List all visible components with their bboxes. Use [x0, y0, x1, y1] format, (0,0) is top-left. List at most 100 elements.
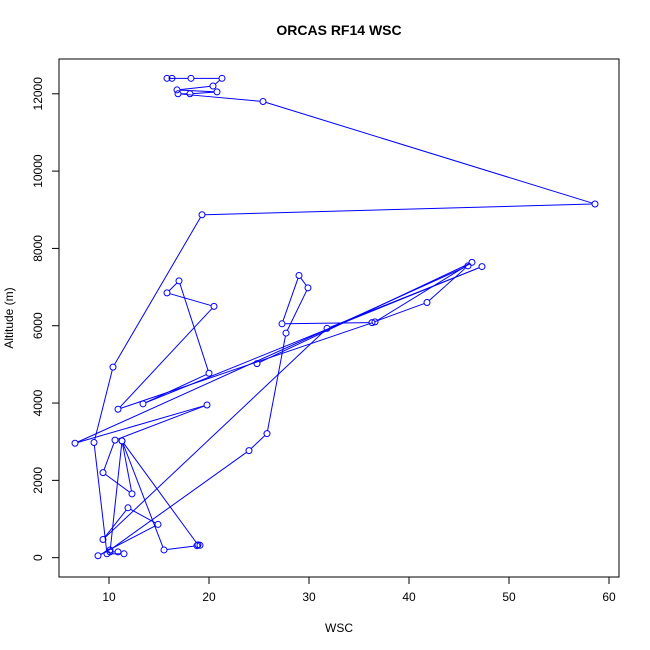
data-point — [187, 74, 195, 82]
series-segment — [192, 91, 215, 95]
data-point — [371, 318, 379, 326]
series-segment — [105, 473, 130, 493]
chart-title: ORCAS RF14 WSC — [276, 22, 401, 38]
data-point — [478, 263, 486, 271]
series-segment — [259, 263, 470, 363]
x-tick-label: 20 — [202, 590, 216, 604]
series-layer — [71, 74, 599, 560]
series-segment — [179, 85, 211, 91]
data-point — [174, 90, 182, 98]
series-segment — [112, 451, 247, 549]
data-point — [209, 82, 217, 90]
data-point — [160, 546, 168, 554]
series-segment — [117, 405, 205, 440]
y-axis-label: Altitude (m) — [2, 287, 16, 348]
data-point — [154, 520, 162, 528]
series-segment — [204, 203, 593, 216]
series-segment — [145, 374, 207, 404]
series-segment — [123, 443, 197, 543]
series-segment — [284, 322, 370, 325]
data-point — [118, 437, 126, 445]
series-segment — [169, 293, 212, 307]
series-segment — [94, 369, 113, 440]
data-point — [253, 360, 261, 368]
data-point — [203, 401, 211, 409]
y-axis: 0 2000 4000 6000 8000 10000 12000 — [31, 77, 60, 561]
series-segment — [265, 101, 593, 204]
data-point — [114, 405, 122, 413]
series-segment — [100, 525, 156, 555]
data-point — [213, 88, 221, 96]
data-point — [304, 284, 312, 292]
series-segment — [377, 263, 470, 321]
series-segment — [179, 283, 209, 371]
series-segment — [214, 79, 221, 85]
series-segment — [168, 282, 178, 292]
data-point — [263, 430, 271, 438]
x-axis-label: WSC — [325, 621, 353, 635]
y-tick-label: 2000 — [31, 467, 45, 494]
data-point — [198, 211, 206, 219]
data-point — [591, 200, 599, 208]
data-point — [205, 369, 213, 377]
series-segment — [179, 89, 215, 93]
series-segment — [77, 405, 205, 443]
series-segment — [130, 508, 156, 524]
data-point — [168, 74, 176, 82]
y-tick-label: 10000 — [31, 154, 45, 188]
series-segment — [250, 435, 266, 449]
y-tick-label: 4000 — [31, 389, 45, 416]
series-segment — [104, 330, 326, 538]
data-point — [111, 436, 119, 444]
data-point — [218, 74, 226, 82]
data-point — [71, 439, 79, 447]
data-point — [423, 299, 431, 307]
plot-frame — [58, 58, 620, 578]
series-segment — [180, 93, 261, 102]
x-tick-label: 40 — [402, 590, 416, 604]
series-segment — [286, 290, 308, 331]
series-segment — [103, 442, 115, 470]
data-point — [468, 258, 476, 266]
data-point — [173, 86, 181, 94]
data-point — [90, 438, 98, 446]
series-segment — [109, 443, 123, 549]
data-point — [186, 90, 194, 98]
series-segment — [122, 443, 132, 492]
data-point — [295, 271, 303, 279]
data-point — [175, 277, 183, 285]
series-segment — [145, 267, 480, 404]
series-segment — [120, 322, 373, 409]
series-segment — [119, 308, 213, 408]
data-point — [278, 320, 286, 328]
data-point — [259, 98, 267, 106]
x-tick-label: 60 — [602, 590, 616, 604]
data-point — [99, 469, 107, 477]
data-point — [323, 324, 331, 332]
data-point — [128, 490, 136, 498]
data-point — [106, 546, 114, 554]
data-point — [163, 289, 171, 297]
data-point — [464, 262, 472, 270]
series-segment — [122, 443, 164, 548]
data-point — [193, 542, 201, 550]
series-segment — [93, 445, 108, 551]
data-point — [106, 548, 114, 556]
series-segment — [300, 277, 307, 286]
x-tick-label: 10 — [102, 590, 116, 604]
data-point — [114, 548, 122, 556]
data-point — [368, 319, 376, 327]
data-point — [109, 363, 117, 371]
data-point — [99, 536, 107, 544]
data-point — [94, 552, 102, 560]
data-point — [163, 74, 171, 82]
data-point — [282, 329, 290, 337]
x-axis: 10 20 30 40 50 60 — [102, 576, 616, 604]
data-point — [194, 541, 202, 549]
data-point — [139, 400, 147, 408]
y-tick-label: 12000 — [31, 77, 45, 111]
data-point — [245, 447, 253, 455]
data-point — [120, 550, 128, 558]
y-tick-label: 0 — [31, 554, 45, 561]
